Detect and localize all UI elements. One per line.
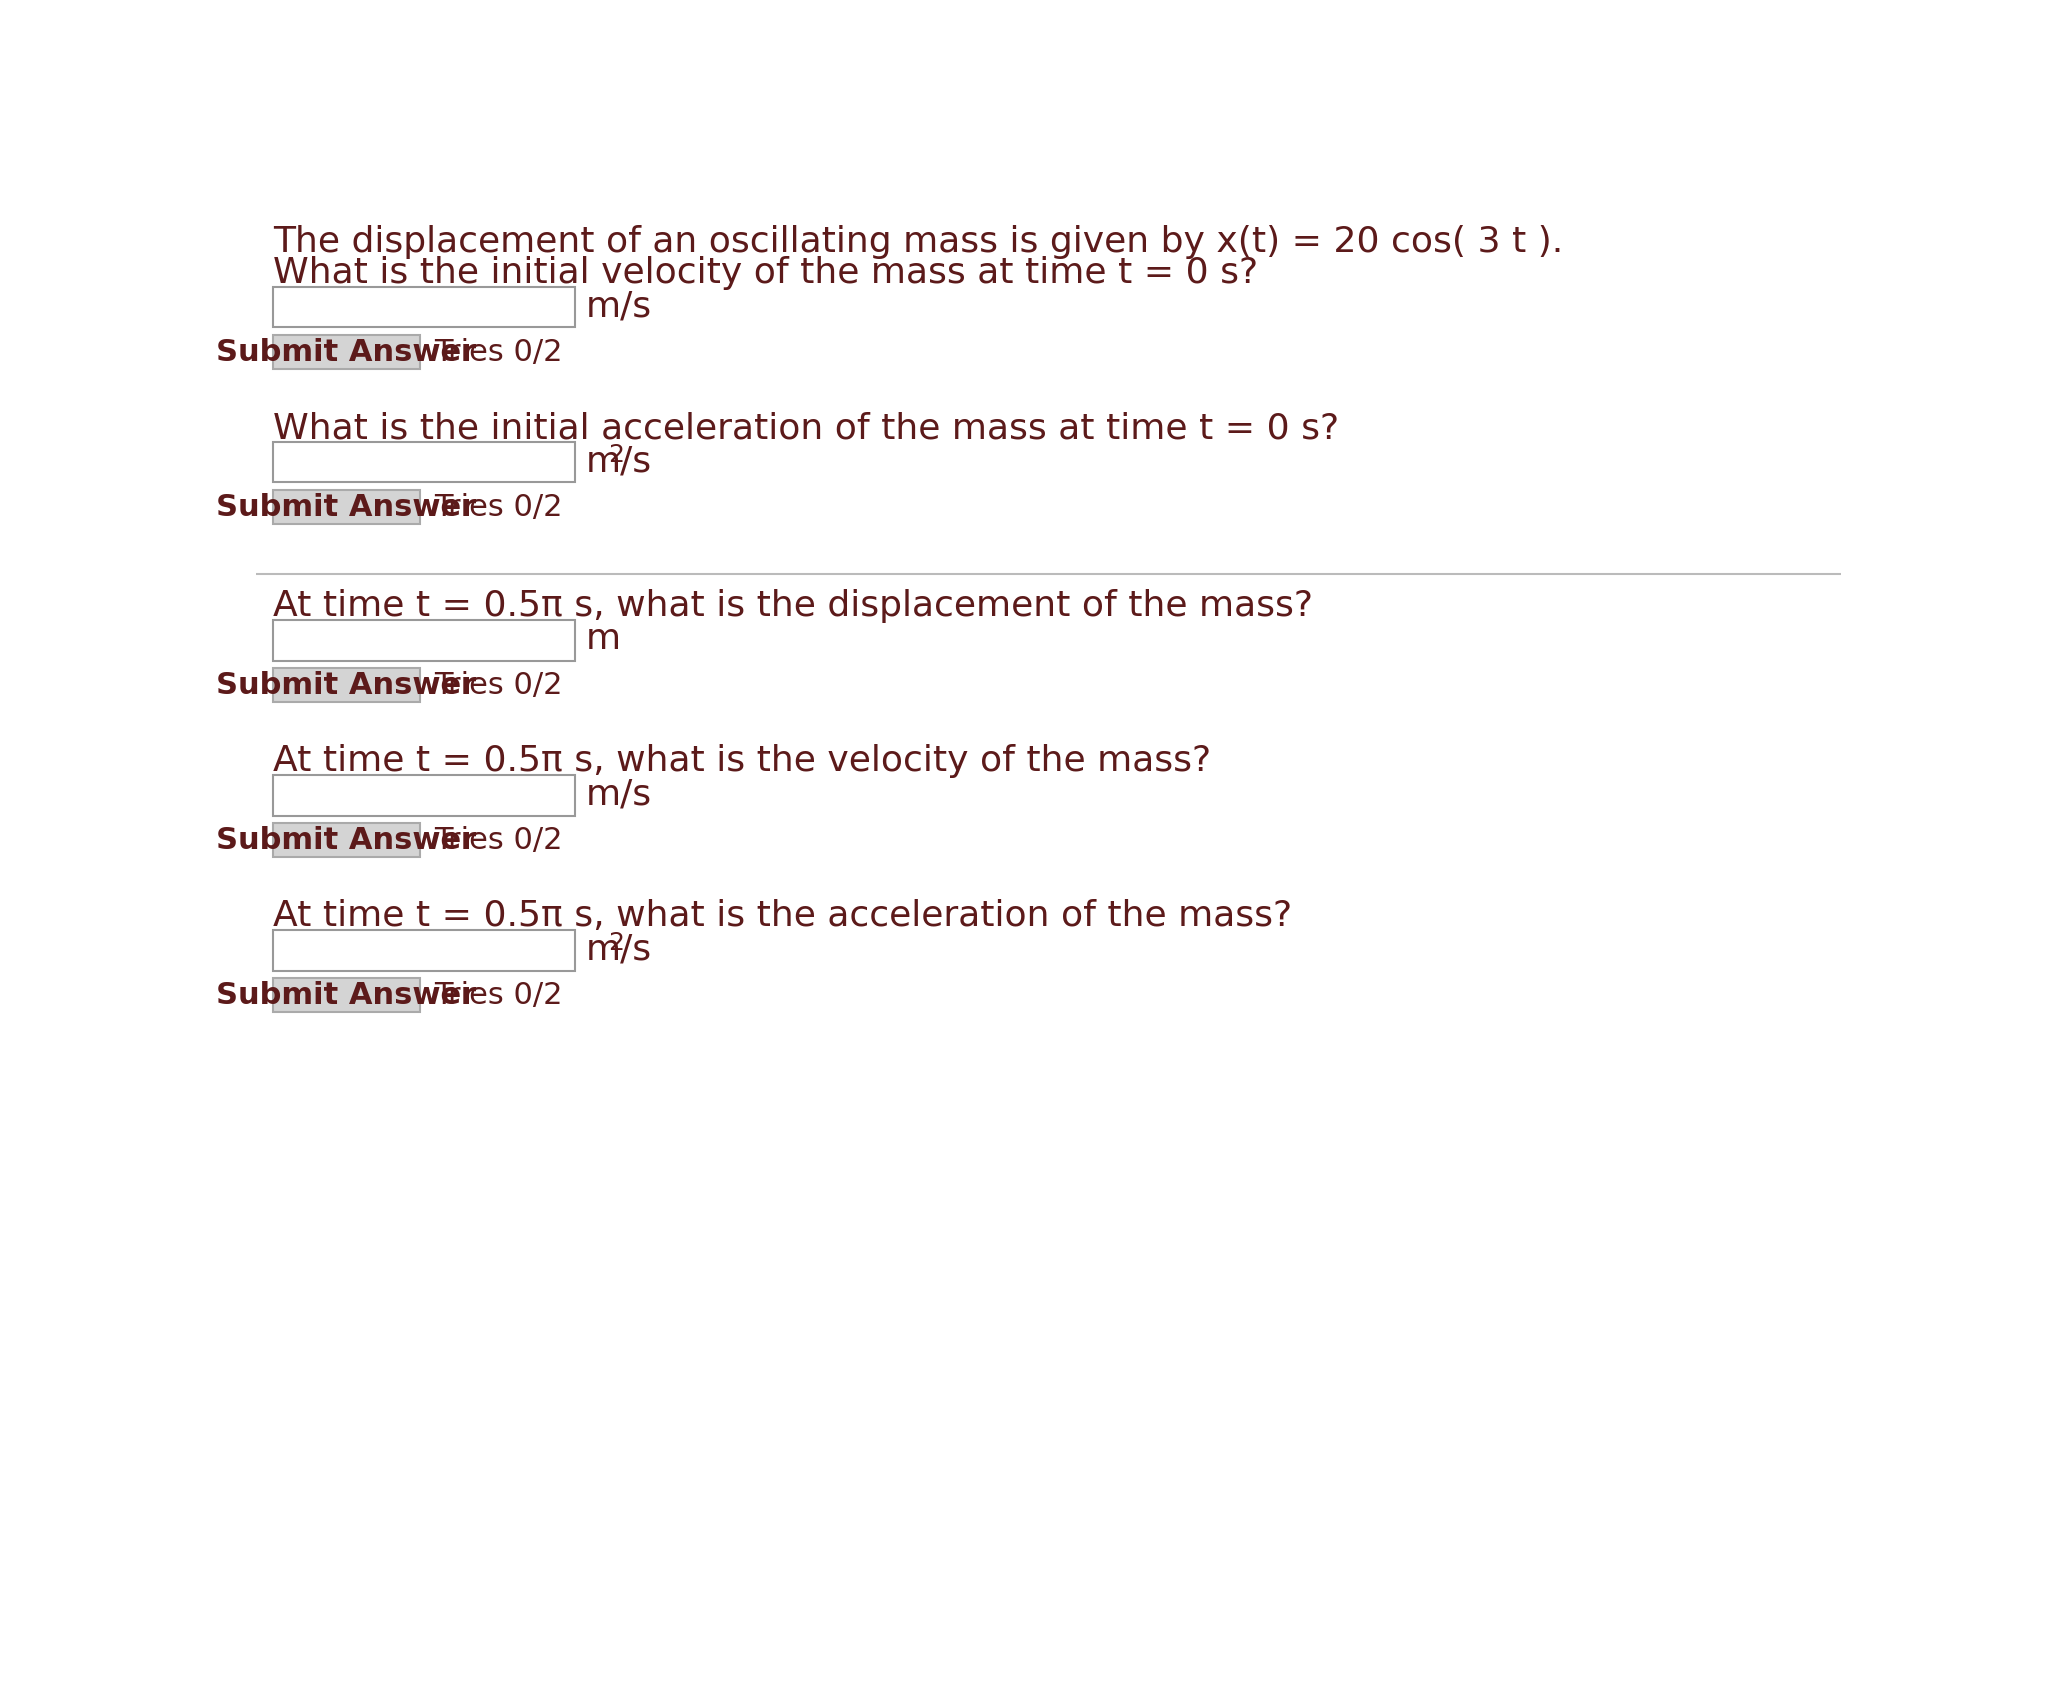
Text: At time t = 0.5π s, what is the acceleration of the mass?: At time t = 0.5π s, what is the accelera…	[272, 900, 1291, 934]
Text: What is the initial acceleration of the mass at time t = 0 s?: What is the initial acceleration of the …	[272, 411, 1338, 445]
Text: Submit Answer: Submit Answer	[217, 338, 477, 367]
Text: Tries 0/2: Tries 0/2	[434, 825, 563, 854]
Text: m/s: m/s	[585, 932, 653, 966]
Text: m/s: m/s	[585, 289, 653, 323]
FancyBboxPatch shape	[272, 931, 575, 971]
FancyBboxPatch shape	[272, 824, 419, 857]
Text: Tries 0/2: Tries 0/2	[434, 671, 563, 700]
Text: 2: 2	[608, 443, 624, 467]
Text: m: m	[585, 621, 622, 657]
FancyBboxPatch shape	[272, 669, 419, 701]
Text: Tries 0/2: Tries 0/2	[434, 338, 563, 367]
FancyBboxPatch shape	[272, 978, 419, 1012]
FancyBboxPatch shape	[272, 620, 575, 661]
Text: At time t = 0.5π s, what is the velocity of the mass?: At time t = 0.5π s, what is the velocity…	[272, 744, 1211, 778]
FancyBboxPatch shape	[272, 776, 575, 815]
Text: Tries 0/2: Tries 0/2	[434, 492, 563, 521]
Text: Submit Answer: Submit Answer	[217, 981, 477, 1010]
FancyBboxPatch shape	[272, 335, 419, 368]
FancyBboxPatch shape	[272, 287, 575, 328]
Text: The displacement of an oscillating mass is given by x(t) = 20 cos( 3 t ).: The displacement of an oscillating mass …	[272, 226, 1563, 260]
Text: Tries 0/2: Tries 0/2	[434, 981, 563, 1010]
Text: Submit Answer: Submit Answer	[217, 825, 477, 854]
FancyBboxPatch shape	[272, 443, 575, 482]
Text: 2: 2	[608, 931, 624, 954]
Text: Submit Answer: Submit Answer	[217, 671, 477, 700]
Text: Submit Answer: Submit Answer	[217, 492, 477, 521]
Text: m/s: m/s	[585, 445, 653, 479]
Text: At time t = 0.5π s, what is the displacement of the mass?: At time t = 0.5π s, what is the displace…	[272, 589, 1314, 623]
FancyBboxPatch shape	[272, 491, 419, 525]
Text: m/s: m/s	[585, 778, 653, 812]
Text: What is the initial velocity of the mass at time t = 0 s?: What is the initial velocity of the mass…	[272, 256, 1258, 290]
